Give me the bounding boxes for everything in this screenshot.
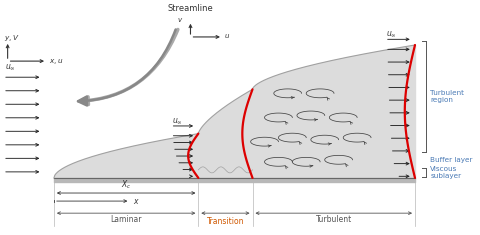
Text: Turbulent: Turbulent: [316, 215, 352, 224]
Text: $u_\infty$: $u_\infty$: [172, 116, 183, 126]
Text: Buffer layer: Buffer layer: [430, 157, 473, 163]
Text: Transition: Transition: [207, 217, 244, 226]
FancyArrowPatch shape: [78, 29, 176, 106]
Text: $x, u$: $x, u$: [49, 57, 64, 66]
Text: Viscous
sublayer: Viscous sublayer: [430, 166, 461, 179]
Text: $u_\infty$: $u_\infty$: [386, 29, 396, 39]
Text: Turbulent
region: Turbulent region: [430, 90, 464, 103]
Text: $y, V$: $y, V$: [4, 33, 20, 43]
Text: $v$: $v$: [177, 16, 183, 24]
Text: $u_\infty$: $u_\infty$: [5, 63, 16, 72]
Text: $u$: $u$: [224, 32, 230, 40]
FancyArrowPatch shape: [81, 29, 178, 105]
Text: $x$: $x$: [132, 196, 139, 206]
Text: Laminar: Laminar: [110, 215, 142, 224]
Text: $X_c$: $X_c$: [121, 179, 132, 192]
Text: Streamline: Streamline: [168, 4, 213, 13]
